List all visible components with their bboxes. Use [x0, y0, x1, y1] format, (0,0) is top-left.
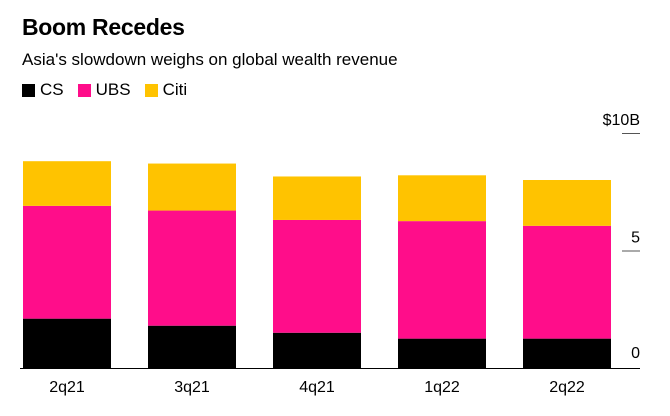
- bar-cs-2q21: [23, 318, 111, 368]
- bar-cs-3q21: [148, 325, 236, 368]
- y-tick-label-0: 0: [631, 345, 640, 362]
- legend-swatch-ubs: [77, 83, 91, 97]
- legend-label-ubs: UBS: [95, 80, 131, 99]
- bar-ubs-1q22: [398, 221, 486, 339]
- legend: CS UBS Citi: [22, 80, 201, 100]
- legend-swatch-cs: [22, 83, 35, 97]
- x-tick-label-4q21: 4q21: [299, 379, 335, 396]
- bar-citi-2q22: [523, 180, 611, 226]
- legend-label-cs: CS: [40, 80, 64, 99]
- bar-ubs-2q22: [523, 225, 611, 339]
- bar-citi-1q22: [398, 175, 486, 222]
- y-tick-label-5: 5: [631, 230, 640, 247]
- bar-cs-4q21: [273, 332, 361, 368]
- legend-swatch-citi: [144, 83, 158, 97]
- x-tick-label-1q22: 1q22: [424, 379, 460, 396]
- x-tick-label-2q21: 2q21: [49, 379, 85, 396]
- bar-ubs-2q21: [23, 205, 111, 319]
- bar-citi-4q21: [273, 176, 361, 220]
- legend-label-citi: Citi: [162, 80, 188, 99]
- x-tick-label-3q21: 3q21: [174, 379, 210, 396]
- y-tick-label-10: $10B: [603, 112, 640, 129]
- bar-cs-2q22: [523, 338, 611, 368]
- x-tick-label-2q22: 2q22: [549, 379, 585, 396]
- chart-title: Boom Recedes: [22, 14, 185, 40]
- bar-ubs-4q21: [273, 219, 361, 333]
- bar-citi-2q21: [23, 161, 111, 206]
- bar-citi-3q21: [148, 163, 236, 211]
- bar-cs-1q22: [398, 338, 486, 368]
- legend-item-ubs: UBS: [77, 80, 131, 100]
- chart-subtitle: Asia's slowdown weighs on global wealth …: [22, 50, 398, 69]
- bar-ubs-3q21: [148, 210, 236, 326]
- legend-item-citi: Citi: [144, 80, 188, 100]
- legend-item-cs: CS: [22, 80, 64, 100]
